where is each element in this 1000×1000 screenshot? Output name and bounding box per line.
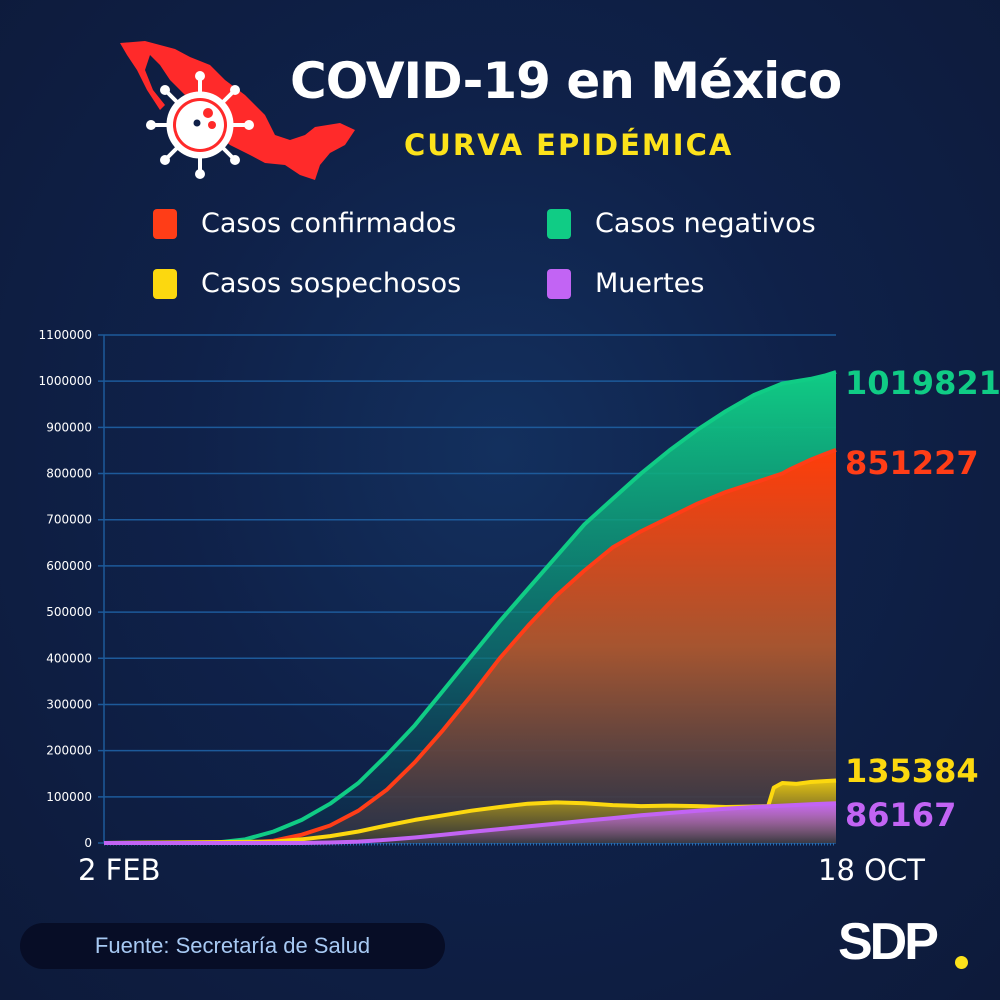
brand-logo-dot bbox=[955, 956, 968, 969]
legend-item-confirmados: Casos confirmados bbox=[153, 208, 456, 239]
line-casos-negativos bbox=[103, 370, 837, 845]
legend-swatch bbox=[153, 268, 177, 299]
brand-logo: SDP bbox=[838, 913, 939, 971]
legend-swatch bbox=[547, 208, 571, 239]
page-title: COVID-19 en México bbox=[290, 52, 842, 110]
legend-label: Casos confirmados bbox=[201, 208, 457, 239]
legend-item-sospechosos: Casos sospechosos bbox=[153, 268, 461, 299]
y-tick-label: 800000 bbox=[46, 467, 92, 481]
y-tick-label: 1000000 bbox=[39, 374, 92, 388]
y-tick-label: 400000 bbox=[46, 651, 92, 665]
chart-lines bbox=[103, 370, 837, 845]
y-tick-label: 700000 bbox=[46, 513, 92, 527]
page-subtitle: CURVA EPIDÉMICA bbox=[404, 128, 734, 162]
y-tick-label: 200000 bbox=[46, 744, 92, 758]
x-tick-label-start: 2 FEB bbox=[78, 853, 161, 887]
line-casos-sospechosos bbox=[103, 778, 837, 845]
y-tick-label: 900000 bbox=[46, 420, 92, 434]
x-tick-label-end: 18 OCT bbox=[818, 853, 925, 887]
mexico-map-virus-icon bbox=[120, 41, 355, 180]
legend-label: Casos sospechosos bbox=[201, 268, 462, 299]
virus-icon bbox=[146, 71, 254, 179]
area-muertes bbox=[104, 803, 836, 843]
y-tick-label: 0 bbox=[84, 836, 92, 850]
y-tick-label: 600000 bbox=[46, 559, 92, 573]
epidemic-curve-chart: 0 100000 200000 300000 400000 500000 600000 700… bbox=[39, 328, 1000, 887]
legend-item-muertes: Muertes bbox=[547, 268, 704, 299]
legend-swatch bbox=[547, 268, 571, 299]
line-muertes bbox=[104, 801, 837, 845]
legend-item-negativos: Casos negativos bbox=[547, 208, 816, 239]
legend-label: Muertes bbox=[595, 268, 705, 299]
chart-areas bbox=[104, 372, 836, 843]
y-tick-label: 1100000 bbox=[39, 328, 92, 342]
source-note: Fuente: Secretaría de Salud bbox=[20, 923, 445, 969]
y-tick-label: 500000 bbox=[46, 605, 92, 619]
end-label-sospechosos: 135384 bbox=[845, 752, 979, 790]
end-label-confirmados: 851227 bbox=[845, 444, 979, 482]
y-tick-label: 300000 bbox=[46, 697, 92, 711]
legend-swatch bbox=[153, 208, 177, 239]
y-tick-label: 100000 bbox=[46, 790, 92, 804]
end-label-negativos: 1019821 bbox=[845, 364, 1000, 402]
line-casos-confirmados bbox=[103, 448, 837, 845]
end-label-muertes: 86167 bbox=[845, 796, 956, 834]
area-casos-confirmados bbox=[104, 449, 836, 843]
legend-label: Casos negativos bbox=[595, 208, 816, 239]
y-axis-ticks: 0 100000 200000 300000 400000 500000 600000 700… bbox=[39, 328, 92, 850]
mexico-map-shape bbox=[120, 41, 355, 180]
